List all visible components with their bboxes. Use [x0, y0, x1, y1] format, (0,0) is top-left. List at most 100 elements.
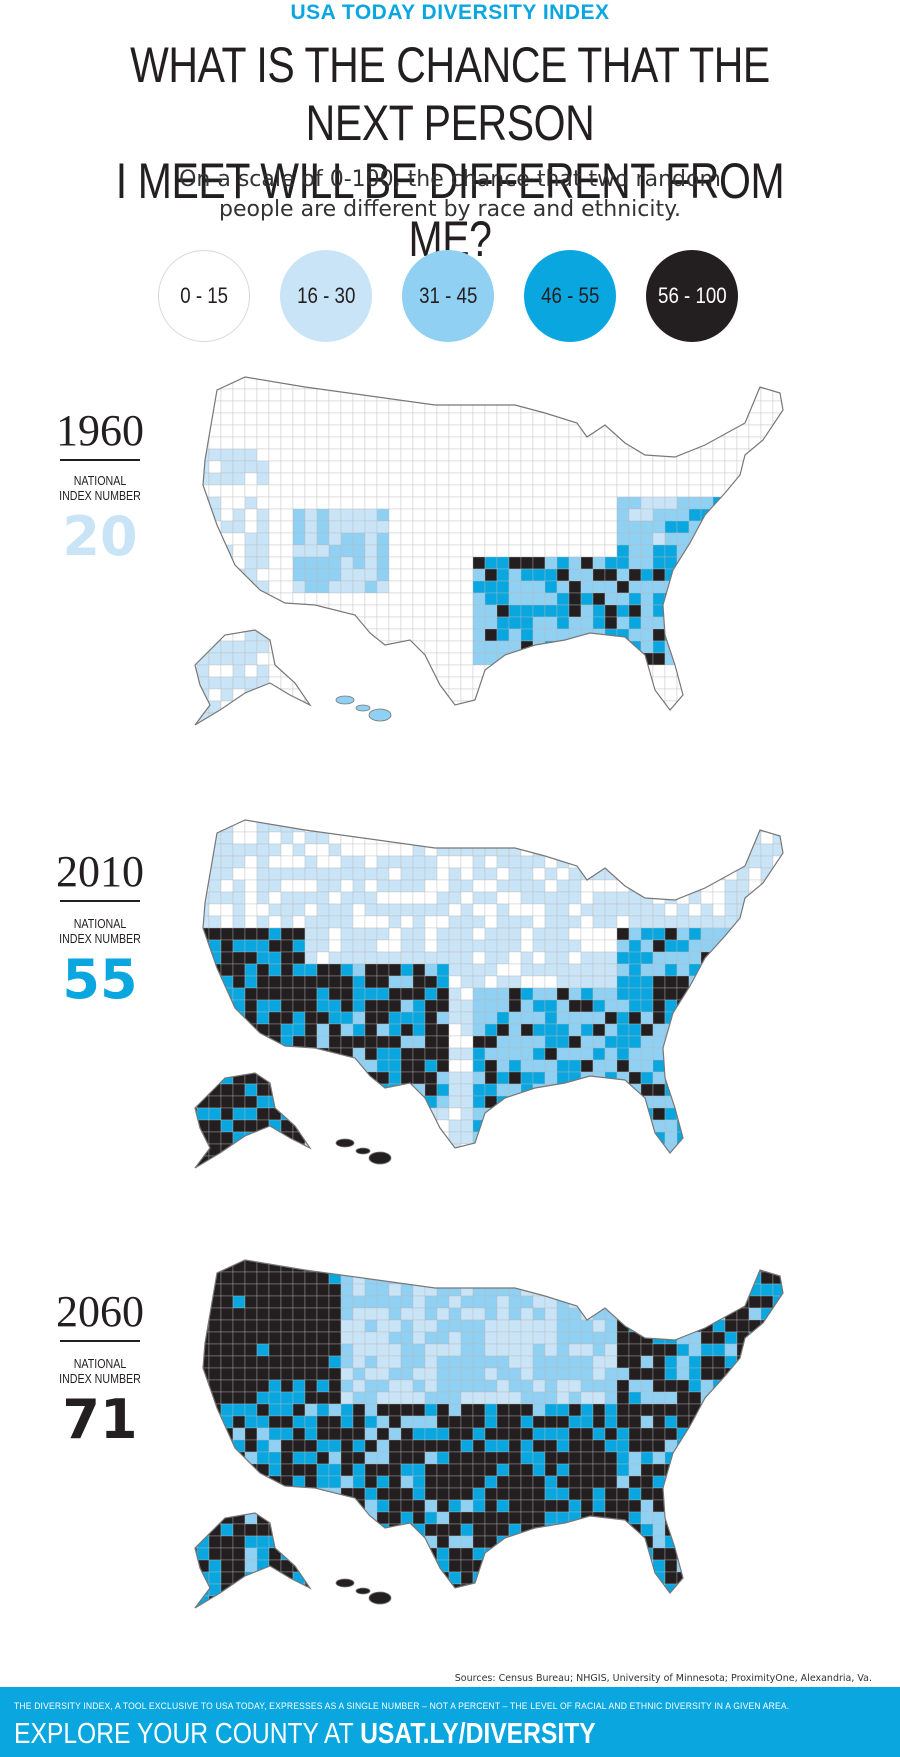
county-cell [388, 1023, 402, 1037]
county-cell [724, 412, 738, 426]
county-cell [208, 460, 222, 474]
county-cell [244, 664, 258, 678]
diversity-link[interactable]: USAT.LY/DIVERSITY [360, 1718, 596, 1750]
county-cell [508, 412, 522, 426]
county-cell [412, 831, 426, 845]
county-cell [616, 532, 630, 546]
county-cell [268, 520, 282, 534]
county-cell [364, 472, 378, 486]
county-cell [376, 664, 390, 678]
county-cell [532, 820, 546, 821]
county-cell [460, 652, 474, 666]
county-cell [424, 1463, 438, 1477]
county-cell [340, 532, 354, 546]
county-cell [700, 424, 714, 438]
county-cell [232, 604, 246, 618]
county-cell [196, 1391, 210, 1405]
county-cell [328, 1499, 342, 1513]
county-cell [592, 508, 606, 522]
county-cell [268, 927, 282, 941]
county-cell [424, 1355, 438, 1369]
county-cell [388, 377, 402, 390]
county-cell [317, 1180, 329, 1192]
county-cell [785, 593, 797, 605]
county-cell [460, 1547, 474, 1561]
county-cell [268, 1260, 282, 1261]
county-cell [496, 831, 510, 845]
county-cell [472, 436, 486, 450]
county-cell [760, 1415, 774, 1429]
county-cell [496, 628, 510, 642]
county-cell [436, 484, 450, 498]
county-cell [424, 927, 438, 941]
county-cell [496, 400, 510, 414]
county-cell [448, 532, 462, 546]
county-cell [508, 424, 522, 438]
county-cell [580, 1367, 594, 1381]
county-cell [640, 700, 654, 714]
county-cell [520, 855, 534, 869]
county-cell [280, 652, 294, 666]
county-cell [592, 1343, 606, 1357]
county-cell [580, 855, 594, 869]
county-cell [520, 1083, 534, 1097]
county-cell [424, 496, 438, 510]
county-cell [496, 1011, 510, 1025]
county-cell [352, 556, 366, 570]
county-cell [484, 1131, 498, 1145]
county-cell [424, 377, 438, 390]
county-cell [544, 1451, 558, 1465]
county-cell [628, 963, 642, 977]
county-cell [196, 377, 210, 390]
county-cell [304, 987, 318, 1001]
county-cell [700, 520, 714, 534]
county-cell [736, 831, 750, 845]
county-cell [424, 1023, 438, 1037]
county-cell [628, 1391, 642, 1405]
county-cell [448, 1463, 462, 1477]
county-cell [460, 1607, 474, 1608]
county-cell [352, 1131, 366, 1145]
county-cell [508, 568, 522, 582]
county-cell [280, 1607, 294, 1608]
county-cell [304, 616, 318, 630]
county-cell [736, 1283, 750, 1297]
county-cell [785, 1260, 797, 1272]
county-cell [400, 484, 414, 498]
county-cell [724, 1511, 738, 1525]
county-cell [244, 1295, 258, 1309]
county-cell [244, 1367, 258, 1381]
county-cell [364, 508, 378, 522]
county-cell [580, 496, 594, 510]
county-cell [556, 604, 570, 618]
county-cell [736, 1439, 750, 1453]
county-cell [472, 1059, 486, 1073]
county-cell [520, 544, 534, 558]
county-cell [424, 855, 438, 869]
county-cell [220, 1167, 234, 1168]
county-cell [616, 1355, 630, 1369]
county-cell [700, 1083, 714, 1097]
county-cell [592, 975, 606, 989]
county-cell [412, 436, 426, 450]
county-cell [724, 1607, 738, 1608]
county-cell [364, 1439, 378, 1453]
county-cell [484, 1427, 498, 1441]
county-cell [760, 1343, 774, 1357]
county-cell [496, 987, 510, 1001]
county-cell [700, 927, 714, 941]
county-cell [785, 1284, 797, 1296]
county-cell [556, 616, 570, 630]
county-map-1960 [194, 376, 797, 726]
county-cell [400, 556, 414, 570]
county-cell [700, 1571, 714, 1585]
county-cell [785, 1572, 797, 1584]
county-cell [592, 472, 606, 486]
county-cell [748, 1307, 762, 1321]
county-cell [748, 867, 762, 881]
county-cell [485, 1620, 497, 1632]
county-cell [785, 1272, 797, 1284]
county-cell [760, 891, 774, 905]
county-cell [616, 412, 630, 426]
county-cell [364, 1319, 378, 1333]
